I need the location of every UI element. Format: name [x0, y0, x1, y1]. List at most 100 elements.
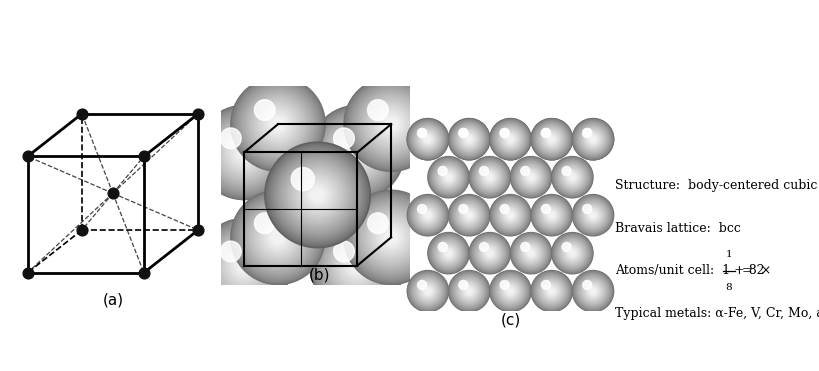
Circle shape [582, 128, 591, 138]
Circle shape [472, 159, 507, 195]
Circle shape [381, 228, 400, 247]
Circle shape [433, 238, 463, 268]
Circle shape [522, 244, 540, 262]
Circle shape [581, 279, 604, 303]
Circle shape [220, 128, 241, 149]
Circle shape [354, 263, 360, 269]
Circle shape [344, 190, 437, 285]
Circle shape [482, 170, 497, 185]
Circle shape [452, 123, 485, 156]
Circle shape [468, 138, 469, 140]
Circle shape [239, 148, 248, 157]
Circle shape [431, 236, 465, 270]
Circle shape [469, 157, 509, 197]
Circle shape [414, 201, 441, 229]
Circle shape [364, 211, 418, 264]
Circle shape [587, 134, 597, 144]
Circle shape [582, 129, 602, 149]
Circle shape [548, 288, 554, 295]
Circle shape [455, 202, 482, 228]
Circle shape [483, 171, 495, 183]
Circle shape [499, 128, 521, 150]
Circle shape [224, 132, 265, 173]
Circle shape [408, 196, 446, 234]
Circle shape [481, 169, 497, 186]
Circle shape [428, 157, 468, 197]
Circle shape [472, 160, 506, 194]
Circle shape [333, 128, 354, 149]
Circle shape [412, 124, 442, 154]
Circle shape [490, 119, 530, 159]
Circle shape [451, 122, 486, 157]
Circle shape [532, 195, 571, 235]
Circle shape [491, 273, 528, 310]
Circle shape [321, 116, 393, 188]
Circle shape [471, 159, 508, 196]
Circle shape [545, 134, 557, 145]
Circle shape [311, 220, 402, 311]
Circle shape [570, 252, 573, 255]
Circle shape [423, 210, 432, 220]
Circle shape [319, 228, 395, 303]
Circle shape [222, 131, 265, 174]
Point [192, 111, 205, 117]
Circle shape [242, 88, 314, 160]
Circle shape [419, 282, 437, 300]
Circle shape [549, 137, 553, 141]
Circle shape [541, 129, 561, 149]
Circle shape [423, 134, 432, 144]
Circle shape [464, 135, 473, 143]
Circle shape [459, 130, 477, 148]
Circle shape [384, 231, 397, 244]
Circle shape [362, 209, 419, 266]
Circle shape [254, 101, 301, 148]
Circle shape [347, 143, 366, 162]
Circle shape [470, 158, 509, 197]
Circle shape [521, 243, 540, 263]
Circle shape [421, 133, 433, 145]
Circle shape [420, 284, 434, 298]
Circle shape [509, 138, 510, 140]
Circle shape [475, 163, 504, 192]
Circle shape [232, 79, 324, 170]
Circle shape [531, 119, 572, 160]
Circle shape [580, 127, 604, 152]
Circle shape [460, 131, 477, 148]
Circle shape [462, 284, 476, 298]
Circle shape [265, 225, 290, 250]
Circle shape [557, 163, 586, 192]
Circle shape [590, 137, 595, 142]
Circle shape [407, 119, 447, 159]
Circle shape [459, 129, 478, 149]
Circle shape [248, 94, 307, 154]
Circle shape [509, 138, 511, 141]
Circle shape [544, 132, 558, 146]
Circle shape [563, 169, 580, 186]
Circle shape [491, 196, 529, 234]
Text: = 2: = 2 [737, 264, 763, 278]
Circle shape [410, 122, 445, 157]
Circle shape [582, 129, 603, 150]
Circle shape [477, 165, 501, 190]
Circle shape [420, 132, 435, 147]
Circle shape [577, 124, 609, 155]
Circle shape [237, 197, 319, 278]
Circle shape [502, 208, 518, 223]
Circle shape [228, 250, 260, 281]
Circle shape [586, 208, 600, 222]
Circle shape [459, 280, 468, 289]
Circle shape [495, 277, 524, 306]
Circle shape [505, 135, 514, 143]
Circle shape [497, 278, 523, 304]
Circle shape [411, 275, 443, 307]
Circle shape [373, 107, 408, 141]
Circle shape [565, 170, 578, 184]
Circle shape [479, 167, 488, 175]
Circle shape [570, 176, 573, 178]
Circle shape [516, 239, 545, 267]
Circle shape [580, 127, 604, 152]
Circle shape [531, 194, 572, 236]
Circle shape [532, 119, 571, 159]
Circle shape [586, 133, 599, 145]
Circle shape [259, 105, 296, 143]
